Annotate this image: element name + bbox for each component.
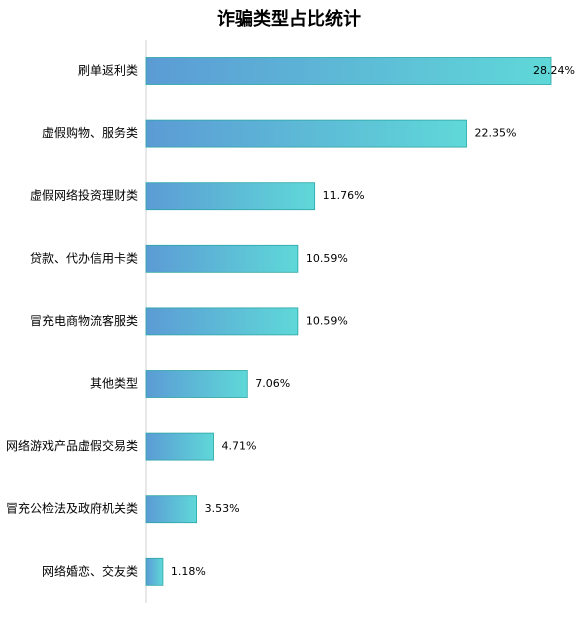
category-label: 冒充公检法及政府机关类 [6, 501, 138, 516]
category-label: 冒充电商物流客服类 [30, 313, 138, 328]
bar [145, 432, 214, 461]
bar [145, 57, 552, 85]
value-label: 10.59% [306, 252, 348, 265]
bar [145, 370, 248, 398]
bar [145, 244, 299, 273]
bar [145, 495, 198, 524]
value-label: 28.24% [533, 64, 575, 77]
category-label: 刷单返利类 [78, 64, 138, 78]
bar [145, 182, 316, 211]
value-label: 22.35% [475, 127, 517, 140]
chart-title: 诈骗类型占比统计 [217, 8, 361, 30]
bar [145, 119, 467, 148]
value-label: 11.76% [323, 189, 365, 202]
value-label: 10.59% [306, 314, 348, 327]
category-label: 虚假购物、服务类 [42, 125, 138, 140]
category-label: 网络游戏产品虚假交易类 [6, 438, 138, 453]
bar [145, 557, 164, 586]
value-label: 3.53% [205, 502, 240, 515]
category-label: 其他类型 [90, 377, 138, 391]
bar [145, 307, 299, 336]
value-label: 7.06% [255, 377, 290, 390]
category-label: 贷款、代办信用卡类 [30, 250, 138, 265]
value-label: 4.71% [222, 440, 257, 453]
value-label: 1.18% [171, 565, 206, 578]
category-label: 网络婚恋、交友类 [42, 563, 138, 578]
category-label: 虚假网络投资理财类 [30, 188, 138, 203]
